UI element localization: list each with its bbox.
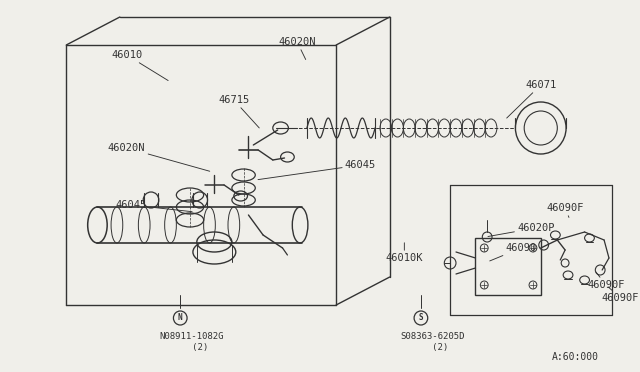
- Text: S08363-6205D: S08363-6205D: [401, 332, 465, 341]
- Text: 46020N: 46020N: [108, 143, 210, 171]
- Text: 46071: 46071: [507, 80, 556, 118]
- Text: 46090F: 46090F: [588, 272, 625, 290]
- Text: 46090F: 46090F: [547, 203, 584, 217]
- Text: 46090F: 46090F: [602, 287, 639, 303]
- Text: 46010K: 46010K: [385, 243, 423, 263]
- Bar: [476, 238, 541, 295]
- Text: 46045: 46045: [116, 200, 192, 212]
- Text: A:60:000: A:60:000: [552, 352, 599, 362]
- Text: 46045: 46045: [258, 160, 376, 180]
- Text: 46010: 46010: [111, 50, 168, 81]
- Text: 46090F: 46090F: [0, 371, 1, 372]
- Text: N08911-1082G: N08911-1082G: [160, 332, 224, 341]
- Text: 46227+A: 46227+A: [0, 371, 1, 372]
- Text: S: S: [419, 314, 423, 323]
- Text: 46090: 46090: [490, 243, 537, 261]
- Text: (2): (2): [417, 343, 449, 352]
- Text: 46020P: 46020P: [488, 223, 555, 237]
- Text: N: N: [178, 314, 182, 323]
- Text: 46715: 46715: [218, 95, 259, 128]
- Text: 46020N: 46020N: [278, 37, 316, 60]
- Text: 46227: 46227: [0, 371, 1, 372]
- Text: (2): (2): [176, 343, 208, 352]
